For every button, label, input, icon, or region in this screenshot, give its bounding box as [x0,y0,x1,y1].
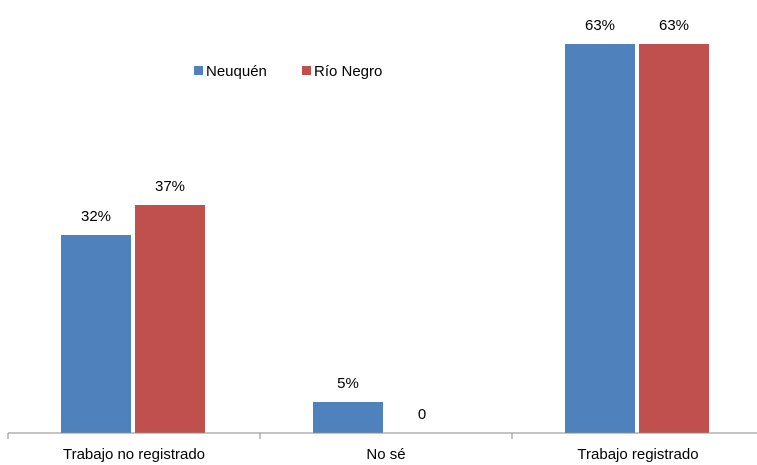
legend-label-neuquen: Neuquén [206,63,267,80]
data-label-neuqu-n-2: 63% [585,17,615,34]
data-label-r-o-negro-2: 63% [659,17,689,34]
bar-r-o-negro-2 [639,44,709,433]
bar-neuqu-n-2 [565,44,635,433]
x-tick-label-0: Trabajo no registrado [63,446,205,463]
data-label-neuqu-n-0: 32% [81,208,111,225]
x-axis-ticks: Trabajo no registrado No sé Trabajo regist… [7,433,699,463]
data-label-r-o-negro-1: 0 [418,406,426,423]
x-tick-label-1: No sé [366,446,405,463]
bar-neuqu-n-1 [313,402,383,433]
x-tick-label-2: Trabajo registrado [577,446,698,463]
bar-neuqu-n-0 [61,235,131,433]
bars-layer [61,44,709,433]
legend-swatch-rio-negro [302,66,311,75]
legend-label-rio-negro: Río Negro [314,63,382,80]
data-label-neuqu-n-1: 5% [337,375,359,392]
legend: Neuquén Río Negro [194,63,382,80]
data-labels-layer: 32% 37% 5% 0 63% 63% [81,17,689,423]
legend-swatch-neuquen [194,66,203,75]
data-label-r-o-negro-0: 37% [155,178,185,195]
bar-r-o-negro-0 [135,205,205,433]
